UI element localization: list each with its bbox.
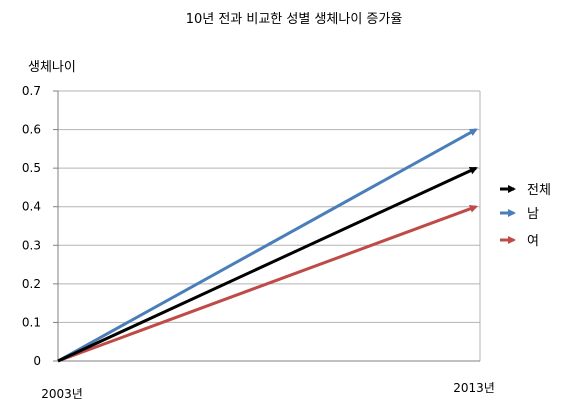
y-axis-label: 생체나이	[28, 60, 76, 75]
x-tick-label: 2013년	[453, 381, 495, 395]
y-tick-label: 0.4	[22, 200, 41, 214]
y-tick-label: 0.6	[22, 123, 41, 137]
series-layer	[57, 128, 478, 363]
x-tick-label: 2003년	[41, 387, 83, 401]
y-tick-label: 0.7	[22, 84, 41, 98]
grid-layer	[58, 90, 481, 361]
y-tick-label: 0	[33, 354, 41, 368]
series-line-total	[57, 166, 478, 363]
y-tick-label: 0.2	[22, 277, 41, 291]
y-tick-label: 0.5	[22, 161, 41, 175]
axis-layer	[53, 90, 480, 362]
tick-label-layer: 0 0.1 0.2 0.3 0.4 0.5 0.6 0.7 2003년 2013년	[22, 84, 495, 401]
legend-item: 전체	[500, 183, 551, 198]
legend-label: 여	[527, 234, 539, 249]
legend-label: 전체	[527, 183, 551, 198]
legend-item: 여	[500, 234, 539, 249]
y-tick-label: 0.1	[22, 315, 41, 329]
y-tick-label: 0.3	[22, 238, 41, 252]
chart-title: 10년 전과 비교한 성별 생체나이 증가율	[186, 12, 403, 27]
legend-label: 남	[527, 207, 539, 222]
series-line-female	[57, 205, 478, 363]
legend-item: 남	[500, 207, 539, 222]
series-line-male	[57, 128, 478, 363]
